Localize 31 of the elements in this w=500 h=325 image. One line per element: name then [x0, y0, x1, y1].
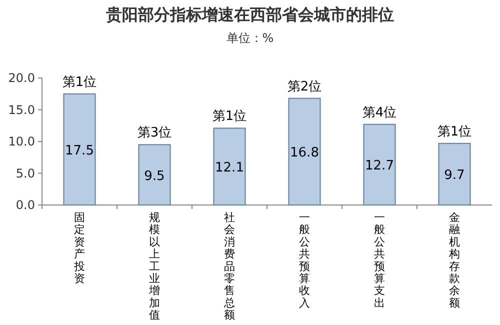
data-label: 12.7 — [365, 158, 394, 174]
x-tick-label: 固定资产投资 — [73, 211, 85, 285]
x-tick-label: 一般公共预算收入 — [299, 211, 310, 310]
y-tick-label: 0.0 — [16, 198, 35, 212]
annotation: 第1位 — [437, 124, 472, 140]
bar — [288, 98, 321, 206]
bar — [438, 142, 471, 206]
data-label: 12.1 — [215, 160, 244, 176]
bar — [138, 144, 171, 206]
bar — [213, 128, 246, 206]
chart-title: 贵阳部分指标增速在西部省会城市的排位 — [105, 5, 394, 24]
category-label: 社会消费品零售总额 — [224, 211, 235, 322]
annotation: 第1位 — [212, 109, 247, 124]
annotation: 第4位 — [362, 105, 397, 120]
x-tick-label: 一般公共预算支出 — [374, 211, 385, 310]
annotation: 第2位 — [287, 79, 322, 94]
data-label: 17.5 — [65, 143, 94, 158]
bar — [63, 93, 96, 206]
data-label: 16.8 — [290, 146, 319, 161]
y-tick-label: 20.0 — [8, 71, 35, 85]
y-tick-label: 10.0 — [8, 134, 35, 148]
annotation: 第3位 — [137, 126, 172, 141]
x-tick-label: 金融机构存款余额 — [448, 211, 460, 310]
bar — [363, 124, 396, 206]
data-label: 9.7 — [444, 168, 465, 184]
y-tick-label: 5.0 — [16, 166, 35, 180]
y-tick-label: 15.0 — [8, 102, 35, 117]
category-label: 规模以上工业增加值 — [149, 211, 160, 322]
data-label: 9.5 — [144, 168, 165, 184]
chart-subtitle: 单位：% — [226, 31, 274, 45]
annotation: 第1位 — [62, 74, 97, 90]
